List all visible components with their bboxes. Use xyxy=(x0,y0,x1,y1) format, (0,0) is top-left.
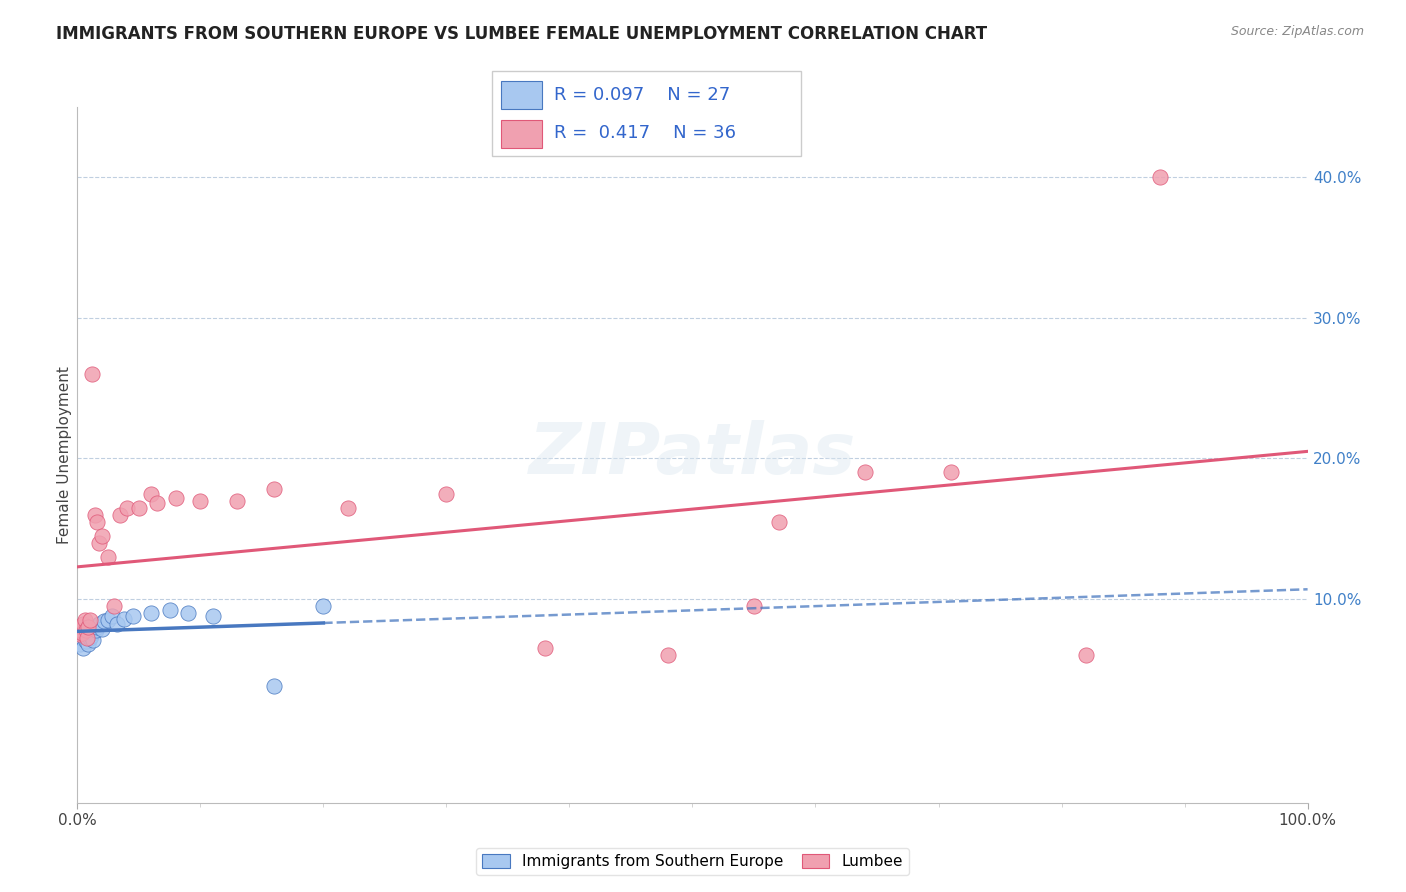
FancyBboxPatch shape xyxy=(502,120,541,147)
Y-axis label: Female Unemployment: Female Unemployment xyxy=(56,366,72,544)
Point xyxy=(141,486,163,500)
Point xyxy=(337,500,360,515)
Point xyxy=(1149,170,1171,185)
Point xyxy=(70,625,93,640)
Point xyxy=(93,615,115,629)
Point xyxy=(742,599,765,613)
Point xyxy=(83,508,105,522)
Point xyxy=(70,620,93,634)
Point xyxy=(1076,648,1098,663)
Point xyxy=(112,612,135,626)
Point xyxy=(70,632,93,646)
Text: Source: ZipAtlas.com: Source: ZipAtlas.com xyxy=(1230,25,1364,38)
Point xyxy=(534,641,557,656)
Point xyxy=(436,486,458,500)
Point xyxy=(146,496,169,510)
Point xyxy=(103,599,125,613)
Point xyxy=(90,622,114,636)
Point xyxy=(89,617,111,632)
Point xyxy=(101,608,124,623)
Point xyxy=(128,500,150,515)
Point xyxy=(201,608,224,623)
Point xyxy=(105,617,128,632)
Point xyxy=(110,508,132,522)
Point xyxy=(263,483,285,497)
Point xyxy=(75,623,97,637)
Point xyxy=(121,608,143,623)
Point xyxy=(77,620,100,634)
Point xyxy=(853,466,876,480)
Point xyxy=(77,637,100,651)
Point xyxy=(141,606,163,620)
Point xyxy=(73,627,96,641)
Text: IMMIGRANTS FROM SOUTHERN EUROPE VS LUMBEE FEMALE UNEMPLOYMENT CORRELATION CHART: IMMIGRANTS FROM SOUTHERN EUROPE VS LUMBE… xyxy=(56,25,987,43)
Point xyxy=(79,613,101,627)
Point xyxy=(82,625,104,640)
Point xyxy=(72,617,94,632)
Point xyxy=(73,613,96,627)
Point xyxy=(84,623,107,637)
Point xyxy=(165,491,187,505)
Point xyxy=(115,500,138,515)
Point xyxy=(69,637,91,651)
Text: R =  0.417    N = 36: R = 0.417 N = 36 xyxy=(554,124,735,142)
Point xyxy=(82,367,104,381)
Point xyxy=(76,632,98,646)
Point xyxy=(657,648,679,663)
Point xyxy=(263,679,285,693)
FancyBboxPatch shape xyxy=(502,80,541,109)
Point xyxy=(67,627,90,641)
Point xyxy=(939,466,962,480)
Point xyxy=(86,620,108,634)
Point xyxy=(159,603,181,617)
Point xyxy=(97,549,120,564)
Point xyxy=(86,515,108,529)
Point xyxy=(97,613,120,627)
Text: ZIPatlas: ZIPatlas xyxy=(529,420,856,490)
Point xyxy=(312,599,335,613)
Point xyxy=(90,529,114,543)
Point xyxy=(226,493,249,508)
Point xyxy=(79,632,101,646)
Legend: Immigrants from Southern Europe, Lumbee: Immigrants from Southern Europe, Lumbee xyxy=(477,848,908,875)
Point xyxy=(75,634,97,648)
Point xyxy=(82,632,104,647)
Text: R = 0.097    N = 27: R = 0.097 N = 27 xyxy=(554,86,730,103)
FancyBboxPatch shape xyxy=(492,71,801,156)
Point xyxy=(190,493,212,508)
Point xyxy=(80,628,103,642)
Point xyxy=(768,515,790,529)
Point xyxy=(89,535,111,549)
Point xyxy=(69,623,91,637)
Point xyxy=(72,641,94,656)
Point xyxy=(76,630,98,644)
Point xyxy=(177,606,200,620)
